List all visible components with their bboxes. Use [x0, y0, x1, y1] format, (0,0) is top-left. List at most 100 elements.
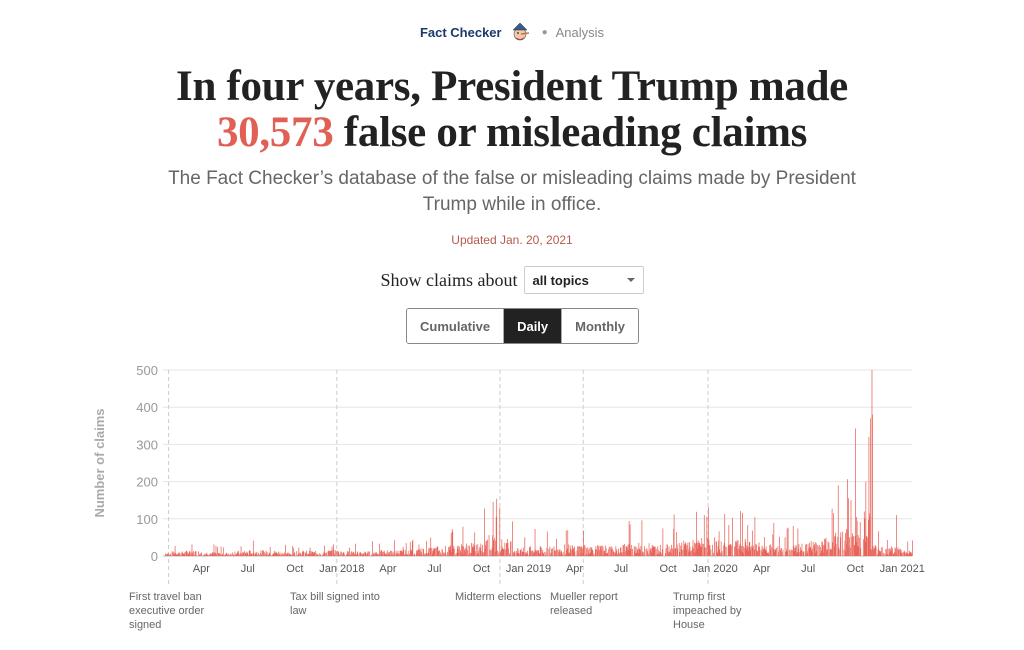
daily-bar — [535, 552, 537, 556]
daily-bar — [893, 554, 895, 556]
daily-bar — [658, 554, 660, 556]
daily-bar — [364, 551, 366, 556]
daily-bar — [902, 552, 904, 556]
daily-bar — [645, 548, 647, 556]
daily-bar — [595, 546, 597, 556]
daily-bar — [561, 553, 563, 556]
daily-bar — [254, 553, 256, 556]
monthly-toggle[interactable]: Monthly — [561, 309, 638, 343]
daily-bar — [291, 554, 293, 556]
daily-bar — [607, 552, 609, 556]
daily-bar — [537, 550, 539, 556]
daily-bar — [311, 552, 313, 556]
daily-bar — [601, 545, 603, 556]
daily-bar — [654, 546, 656, 556]
daily-bar — [282, 555, 283, 556]
daily-bar — [683, 540, 685, 556]
y-tick-label: 300 — [136, 437, 158, 452]
daily-bar — [250, 554, 252, 556]
daily-bar — [909, 551, 911, 556]
daily-bar — [359, 552, 361, 556]
daily-bar — [447, 551, 448, 556]
daily-bar — [418, 544, 420, 556]
daily-bar — [514, 551, 515, 556]
daily-bar — [245, 552, 247, 556]
section-label[interactable]: Analysis — [555, 24, 605, 40]
daily-bar — [773, 522, 775, 556]
daily-bar — [834, 536, 836, 556]
daily-bar — [746, 547, 748, 556]
daily-bar — [230, 555, 232, 556]
daily-bar — [286, 553, 287, 556]
daily-bar — [579, 546, 580, 556]
daily-bar — [701, 538, 703, 556]
headline-line-2: 30,573 false or misleading claims — [0, 110, 1024, 156]
x-tick-label: Oct — [473, 563, 490, 575]
daily-bar — [659, 554, 661, 556]
daily-bar — [767, 551, 769, 556]
daily-bar — [823, 544, 825, 556]
daily-bar — [657, 549, 659, 556]
daily-bar — [772, 534, 774, 556]
daily-bar — [840, 532, 842, 556]
daily-bar — [243, 552, 244, 556]
daily-bar — [517, 548, 519, 556]
daily-bar — [357, 554, 359, 556]
daily-bar — [766, 551, 768, 556]
cumulative-toggle[interactable]: Cumulative — [407, 309, 504, 343]
daily-toggle[interactable]: Daily — [503, 309, 562, 343]
daily-bar — [468, 553, 470, 556]
daily-bar — [506, 543, 508, 556]
daily-bar — [800, 550, 802, 556]
daily-bar — [874, 545, 876, 556]
daily-bar — [820, 553, 822, 556]
daily-bar — [559, 549, 561, 556]
topic-select[interactable]: all topics — [523, 266, 644, 294]
daily-bar — [385, 554, 387, 556]
daily-bar — [606, 553, 608, 556]
daily-bar — [363, 553, 365, 556]
daily-bar — [566, 548, 568, 556]
daily-bar — [574, 551, 576, 556]
daily-bar — [828, 542, 830, 556]
daily-bar — [723, 545, 725, 556]
daily-bar — [355, 543, 356, 556]
daily-bar — [352, 551, 354, 556]
daily-bar — [264, 552, 265, 556]
daily-bar — [285, 544, 286, 556]
fact-checker-brand-link[interactable]: Fact Checker — [419, 24, 502, 40]
daily-bar — [361, 553, 363, 556]
daily-bar — [400, 550, 402, 556]
daily-bar — [592, 553, 594, 556]
daily-bar — [775, 547, 777, 556]
daily-claims-chart: 0 100 200 300 400 500 Number of claims Apr Jul Oc… — [92, 363, 925, 586]
daily-bar — [816, 545, 818, 556]
daily-bar — [460, 552, 462, 556]
daily-bar — [445, 553, 447, 556]
daily-bar — [441, 549, 443, 556]
daily-bar — [399, 550, 401, 556]
daily-bar — [624, 543, 625, 556]
daily-bar — [348, 551, 349, 556]
daily-bar — [227, 553, 229, 556]
daily-bar — [614, 552, 616, 556]
daily-bar — [208, 554, 210, 556]
daily-bar — [856, 520, 858, 556]
daily-bar — [600, 547, 601, 556]
daily-bar — [365, 553, 367, 556]
daily-bar — [886, 539, 888, 556]
daily-bar — [443, 552, 445, 556]
daily-bar — [894, 547, 896, 556]
daily-bar — [473, 545, 475, 556]
daily-bar — [262, 551, 264, 556]
daily-bar — [457, 552, 459, 556]
daily-bar — [501, 539, 503, 556]
daily-bar — [731, 544, 733, 556]
daily-bar — [533, 552, 534, 556]
daily-bar — [717, 551, 718, 556]
daily-bar — [238, 553, 240, 556]
daily-bar — [837, 536, 839, 556]
daily-bar — [174, 546, 176, 556]
daily-bar — [502, 548, 504, 556]
daily-bar — [366, 553, 368, 556]
